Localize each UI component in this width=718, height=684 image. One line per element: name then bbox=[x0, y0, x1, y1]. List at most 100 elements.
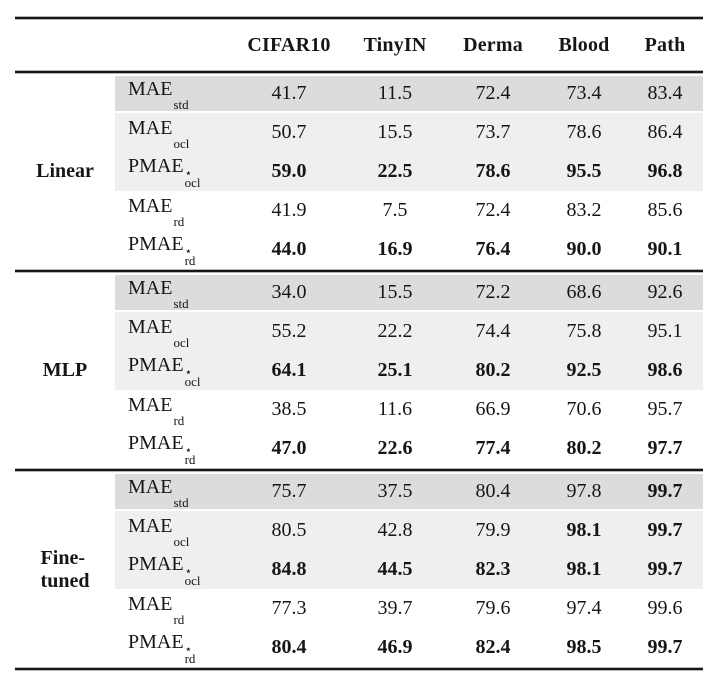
method-base: MAE bbox=[128, 77, 173, 100]
star-superscript: ⋆ bbox=[184, 365, 193, 379]
method-script: ⋆ ocl bbox=[184, 564, 201, 588]
method-script: ocl bbox=[173, 535, 189, 548]
value-cell: 59.0 bbox=[233, 152, 345, 191]
value-cell: 85.6 bbox=[647, 199, 683, 221]
method-text: PMAE ⋆ rd bbox=[128, 233, 195, 267]
value-cell: 38.5 bbox=[271, 398, 307, 420]
method-base: PMAE bbox=[128, 233, 184, 255]
value-cell: 39.7 bbox=[377, 597, 413, 619]
method-text: MAE std bbox=[128, 277, 189, 311]
method-label: MAE rd bbox=[115, 589, 233, 628]
method-base: PMAE bbox=[128, 432, 184, 454]
method-subscript: rd bbox=[184, 651, 196, 666]
value-cell: 22.5 bbox=[345, 152, 445, 191]
method-script: std bbox=[173, 494, 189, 510]
method-subscript: std bbox=[173, 295, 189, 311]
method-subscript: rd bbox=[173, 412, 185, 428]
value-cell: 34.0 bbox=[233, 273, 345, 312]
method-script: ocl bbox=[173, 336, 189, 349]
value-cell: 41.9 bbox=[271, 199, 307, 221]
method-base: PMAE bbox=[128, 553, 184, 575]
value-cell: 97.4 bbox=[566, 597, 602, 619]
method-subscript: std bbox=[173, 96, 189, 112]
method-base: MAE bbox=[128, 194, 173, 217]
method-subscript: rd bbox=[173, 611, 185, 627]
value-cell: 78.6 bbox=[445, 152, 541, 191]
method-text: MAE std bbox=[128, 476, 189, 510]
value-cell: 22.6 bbox=[377, 437, 413, 459]
value-cell: 99.7 bbox=[627, 472, 703, 511]
table-top-rule bbox=[15, 16, 703, 20]
method-script: std bbox=[173, 295, 189, 311]
value-cell: 95.5 bbox=[541, 152, 627, 191]
value-cell: 98.6 bbox=[627, 351, 703, 390]
group-linear: Linear MAE std 41.7 11.5 72.4 73.4 83.4 M… bbox=[15, 74, 703, 269]
star-superscript: ⋆ bbox=[184, 564, 193, 578]
value-cell: 68.6 bbox=[541, 273, 627, 312]
value-cell: 37.5 bbox=[345, 472, 445, 511]
method-label: MAE std bbox=[115, 74, 233, 113]
value-cell: 77.4 bbox=[475, 437, 511, 459]
star-superscript: ⋆ bbox=[184, 443, 193, 457]
method-base: MAE bbox=[128, 315, 173, 338]
value-cell: 83.4 bbox=[627, 74, 703, 113]
column-header-tinyin: TinyIN bbox=[363, 33, 427, 56]
group-mlp: MLP MAE std 34.0 15.5 72.2 68.6 92.6 MAE o… bbox=[15, 273, 703, 468]
method-script: ⋆ ocl bbox=[184, 166, 201, 189]
value-cell: 80.4 bbox=[271, 636, 307, 658]
method-subscript: std bbox=[173, 494, 189, 510]
column-header-path: Path bbox=[644, 33, 686, 56]
value-cell: 76.4 bbox=[475, 238, 511, 260]
method-subscript: rd bbox=[184, 452, 196, 467]
method-script: ocl bbox=[173, 137, 189, 150]
value-cell: 99.7 bbox=[647, 636, 683, 658]
method-text: MAE ocl bbox=[128, 514, 189, 548]
value-cell: 73.4 bbox=[541, 74, 627, 113]
method-label: MAE ocl bbox=[115, 113, 233, 152]
method-script: rd bbox=[173, 215, 184, 228]
value-cell: 97.8 bbox=[541, 472, 627, 511]
method-label: MAE rd bbox=[115, 390, 233, 429]
method-base: MAE bbox=[128, 514, 173, 537]
value-cell: 95.1 bbox=[627, 312, 703, 351]
column-header-blood: Blood bbox=[558, 33, 610, 56]
value-cell: 44.5 bbox=[345, 550, 445, 589]
method-text: MAE std bbox=[128, 77, 189, 112]
method-subscript: ocl bbox=[184, 573, 201, 588]
value-cell: 78.6 bbox=[541, 113, 627, 152]
value-cell: 80.2 bbox=[445, 351, 541, 390]
method-base: PMAE bbox=[128, 631, 184, 653]
spacer-cell bbox=[115, 20, 233, 70]
value-cell: 66.9 bbox=[475, 398, 511, 420]
group-label-finetuned: Fine- tuned bbox=[40, 546, 90, 592]
star-superscript: ⋆ bbox=[184, 166, 193, 180]
value-cell: 82.3 bbox=[445, 550, 541, 589]
method-label: MAE ocl bbox=[115, 312, 233, 351]
value-cell: 75.7 bbox=[233, 472, 345, 511]
value-cell: 70.6 bbox=[566, 398, 602, 420]
value-cell: 15.5 bbox=[345, 273, 445, 312]
column-header-derma: Derma bbox=[463, 33, 523, 56]
method-text: MAE rd bbox=[128, 593, 185, 627]
method-text: MAE rd bbox=[128, 394, 185, 428]
method-base: PMAE bbox=[128, 354, 184, 376]
column-header-cifar10: CIFAR10 bbox=[247, 33, 331, 56]
value-cell: 80.2 bbox=[566, 437, 602, 459]
method-label: MAE std bbox=[115, 273, 233, 312]
method-base: PMAE bbox=[128, 155, 184, 177]
method-label: PMAE ⋆ ocl bbox=[115, 351, 233, 390]
method-script: std bbox=[173, 96, 189, 112]
value-cell: 99.7 bbox=[627, 550, 703, 589]
value-cell: 50.7 bbox=[233, 113, 345, 152]
value-cell: 98.5 bbox=[566, 636, 602, 658]
group-label-mlp: MLP bbox=[42, 359, 88, 381]
value-cell: 64.1 bbox=[233, 351, 345, 390]
value-cell: 99.6 bbox=[647, 597, 683, 619]
value-cell: 46.9 bbox=[377, 636, 413, 658]
value-cell: 44.0 bbox=[271, 238, 307, 260]
value-cell: 7.5 bbox=[382, 199, 408, 221]
group-finetuned: Fine- tuned MAE std 75.7 37.5 80.4 97.8 9… bbox=[15, 472, 703, 667]
value-cell: 83.2 bbox=[566, 199, 602, 221]
method-script: ⋆ rd bbox=[184, 643, 196, 666]
value-cell: 11.6 bbox=[377, 398, 413, 420]
